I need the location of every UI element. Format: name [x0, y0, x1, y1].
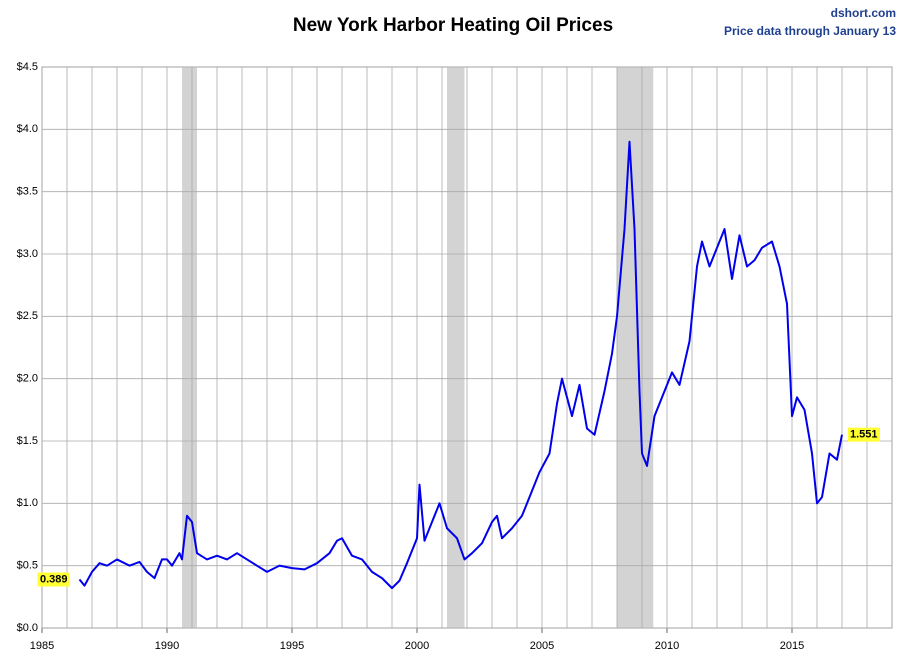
y-tick-label: $2.0: [17, 373, 38, 385]
x-tick-label: 2005: [530, 640, 554, 652]
x-tick-label: 1995: [280, 640, 304, 652]
x-tick-label: 1990: [155, 640, 179, 652]
x-tick-label: 2010: [655, 640, 679, 652]
y-tick-label: $1.0: [17, 497, 38, 509]
y-tick-label: $4.5: [17, 61, 38, 73]
recession-band: [447, 67, 465, 628]
y-tick-label: $3.0: [17, 248, 38, 260]
y-tick-label: $1.5: [17, 435, 38, 447]
chart-title: New York Harbor Heating Oil Prices: [293, 15, 613, 36]
recession-band: [182, 67, 197, 628]
y-tick-label: $4.0: [17, 123, 38, 135]
x-tick-label: 1985: [30, 640, 54, 652]
subtitle: Price data through January 13: [724, 24, 896, 38]
price-line: [78, 140, 843, 590]
x-tick-label: 2000: [405, 640, 429, 652]
y-tick-label: $0.5: [17, 560, 38, 572]
value-label: 1.551: [850, 429, 878, 441]
x-tick-label: 2015: [780, 640, 804, 652]
recession-band: [617, 67, 654, 628]
value-label-bg: [848, 427, 880, 442]
source: dshort.com: [831, 6, 896, 20]
value-label-bg: [37, 572, 70, 587]
y-tick-label: $3.5: [17, 186, 38, 198]
value-label: 0.389: [40, 573, 68, 585]
y-tick-label: $2.5: [17, 310, 38, 322]
y-tick-label: $0.0: [17, 622, 38, 634]
